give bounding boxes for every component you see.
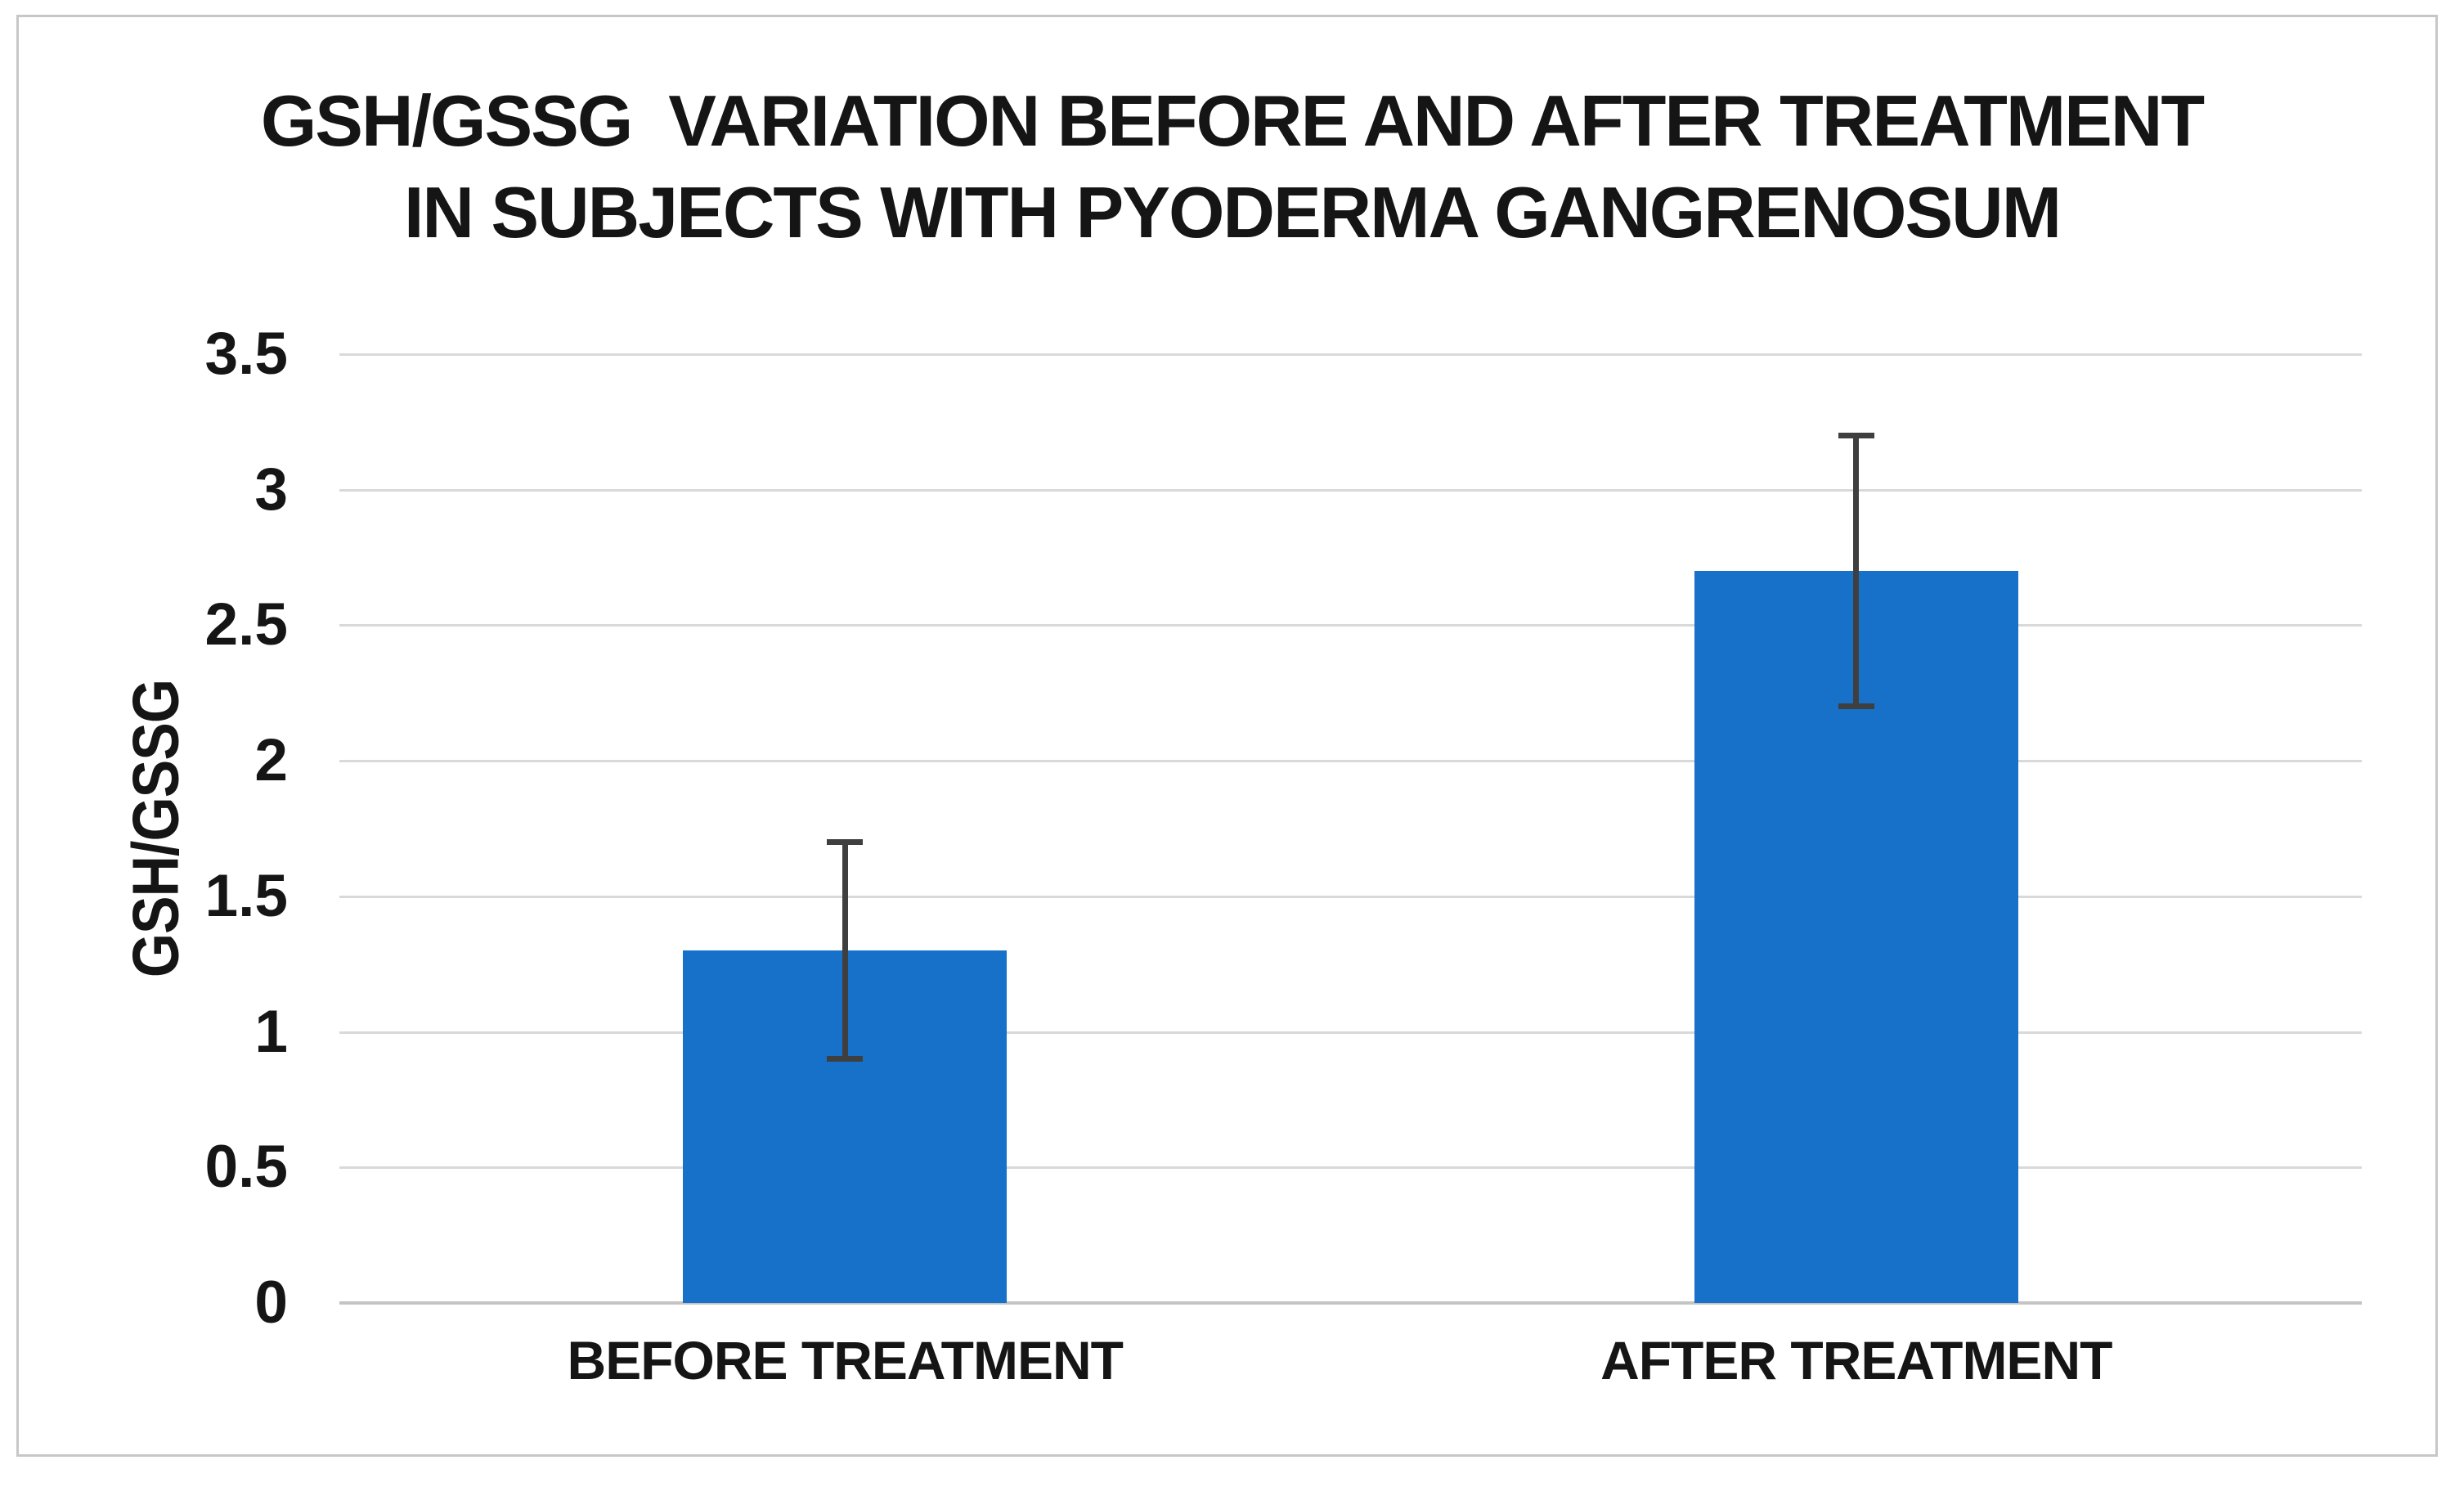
x-category-label-before-treatment: BEFORE TREATMENT	[567, 1330, 1124, 1390]
error-bar-line	[842, 842, 848, 1059]
plot-area	[339, 353, 2362, 1305]
chart-title-line-1: GSH/GSSG VARIATION BEFORE AND AFTER TREA…	[260, 80, 2205, 161]
error-bar-cap-top	[827, 839, 864, 846]
gridline-y-0.5	[339, 1166, 2362, 1170]
y-tick-label-1: 1	[254, 998, 288, 1065]
gridline-y-3	[339, 488, 2362, 492]
gridline-y-2.5	[339, 624, 2362, 627]
x-axis-line	[339, 1301, 2362, 1305]
y-tick-label-1.5: 1.5	[204, 862, 288, 929]
chart-title: GSH/GSSG VARIATION BEFORE AND AFTER TREA…	[0, 75, 2464, 258]
gridline-y-1	[339, 1031, 2362, 1034]
error-bar-line	[1853, 435, 1860, 707]
y-tick-label-0: 0	[254, 1269, 288, 1336]
error-bar-cap-bottom	[827, 1056, 864, 1062]
gridline-y-2	[339, 760, 2362, 763]
y-tick-label-0.5: 0.5	[204, 1134, 288, 1201]
error-bar-cap-bottom	[1838, 703, 1874, 710]
chart-title-line-2: IN SUBJECTS WITH PYODERMA GANGRENOSUM	[403, 172, 2062, 253]
x-category-label-after-treatment: AFTER TREATMENT	[1600, 1330, 2112, 1390]
gridline-y-1.5	[339, 895, 2362, 898]
y-tick-label-2.5: 2.5	[204, 591, 288, 658]
y-tick-label-3: 3	[254, 456, 288, 523]
y-tick-label-2: 2	[254, 727, 288, 794]
figure-border	[16, 15, 2438, 1457]
y-tick-label-3.5: 3.5	[204, 321, 288, 387]
gridline-y-3.5	[339, 353, 2362, 356]
error-bar-cap-top	[1838, 432, 1874, 438]
y-axis-title-text: GSH/GSSG	[119, 679, 192, 978]
